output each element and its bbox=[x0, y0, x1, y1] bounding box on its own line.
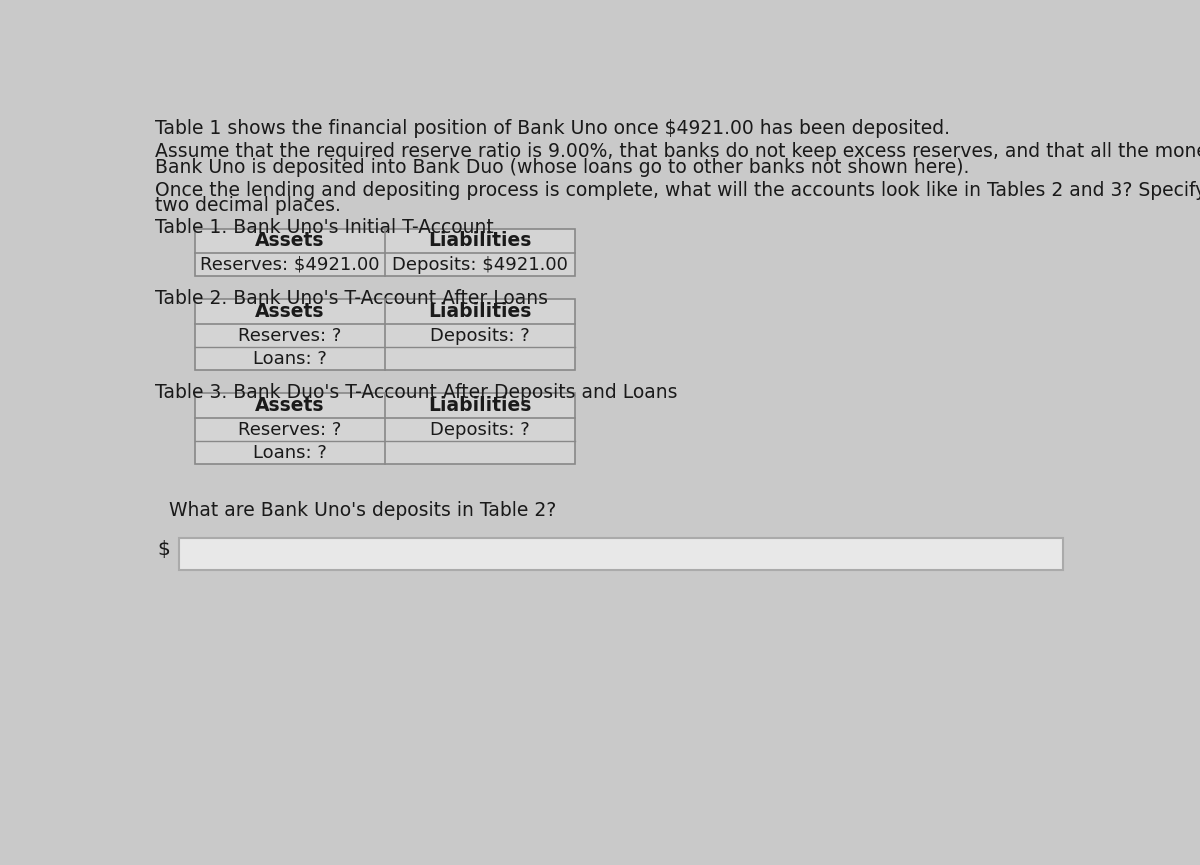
Text: Deposits: ?: Deposits: ? bbox=[430, 327, 529, 344]
Text: Assets: Assets bbox=[256, 302, 325, 321]
Text: Bank Uno is deposited into Bank Duo (whose loans go to other banks not shown her: Bank Uno is deposited into Bank Duo (who… bbox=[155, 157, 970, 176]
Text: Assets: Assets bbox=[256, 396, 325, 415]
Text: Liabilities: Liabilities bbox=[428, 302, 532, 321]
Text: Table 1. Bank Uno's Initial T-Account: Table 1. Bank Uno's Initial T-Account bbox=[155, 218, 493, 237]
Bar bbox=[194, 394, 575, 465]
Text: Table 3. Bank Duo's T-Account After Deposits and Loans: Table 3. Bank Duo's T-Account After Depo… bbox=[155, 382, 677, 401]
Text: Table 2. Bank Uno's T-Account After Loans: Table 2. Bank Uno's T-Account After Loan… bbox=[155, 289, 547, 308]
Text: Once the lending and depositing process is complete, what will the accounts look: Once the lending and depositing process … bbox=[155, 181, 1200, 200]
Text: Loans: ?: Loans: ? bbox=[253, 444, 326, 462]
Text: Reserves: $4921.00: Reserves: $4921.00 bbox=[200, 256, 379, 273]
Bar bbox=[180, 538, 1063, 570]
Text: Loans: ?: Loans: ? bbox=[253, 349, 326, 368]
Text: Assets: Assets bbox=[256, 231, 325, 250]
Text: Liabilities: Liabilities bbox=[428, 396, 532, 415]
Text: Table 1 shows the financial position of Bank Uno once $4921.00 has been deposite: Table 1 shows the financial position of … bbox=[155, 119, 949, 138]
Text: What are Bank Uno's deposits in Table 2?: What are Bank Uno's deposits in Table 2? bbox=[168, 501, 556, 520]
Text: Deposits: $4921.00: Deposits: $4921.00 bbox=[392, 256, 568, 273]
Text: Reserves: ?: Reserves: ? bbox=[239, 327, 342, 344]
Text: Assume that the required reserve ratio is 9.00%, that banks do not keep excess r: Assume that the required reserve ratio i… bbox=[155, 143, 1200, 161]
Bar bbox=[194, 299, 575, 370]
Bar bbox=[194, 228, 575, 276]
Text: Liabilities: Liabilities bbox=[428, 231, 532, 250]
Text: Reserves: ?: Reserves: ? bbox=[239, 420, 342, 439]
Text: $: $ bbox=[157, 540, 170, 559]
Text: two decimal places.: two decimal places. bbox=[155, 196, 341, 215]
Text: Deposits: ?: Deposits: ? bbox=[430, 420, 529, 439]
